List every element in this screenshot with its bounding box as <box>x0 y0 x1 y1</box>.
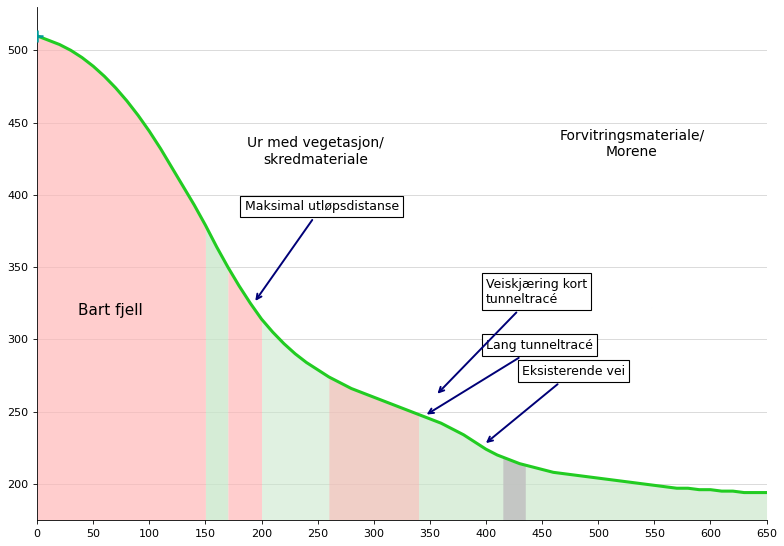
Text: Bart fjell: Bart fjell <box>78 303 143 318</box>
Text: Maksimal utløpsdistanse: Maksimal utløpsdistanse <box>245 200 399 299</box>
Text: Veiskjæring kort
tunneltrасé: Veiskjæring kort tunneltrасé <box>439 278 587 392</box>
Text: Eksisterende vei: Eksisterende vei <box>488 365 625 442</box>
Text: Forvitringsmateriale/
Morene: Forvitringsmateriale/ Morene <box>559 129 705 159</box>
Text: Ur med vegetasjon/
skredmateriale: Ur med vegetasjon/ skredmateriale <box>247 136 384 167</box>
Text: Lang tunneltrасé: Lang tunneltrасé <box>429 339 593 413</box>
